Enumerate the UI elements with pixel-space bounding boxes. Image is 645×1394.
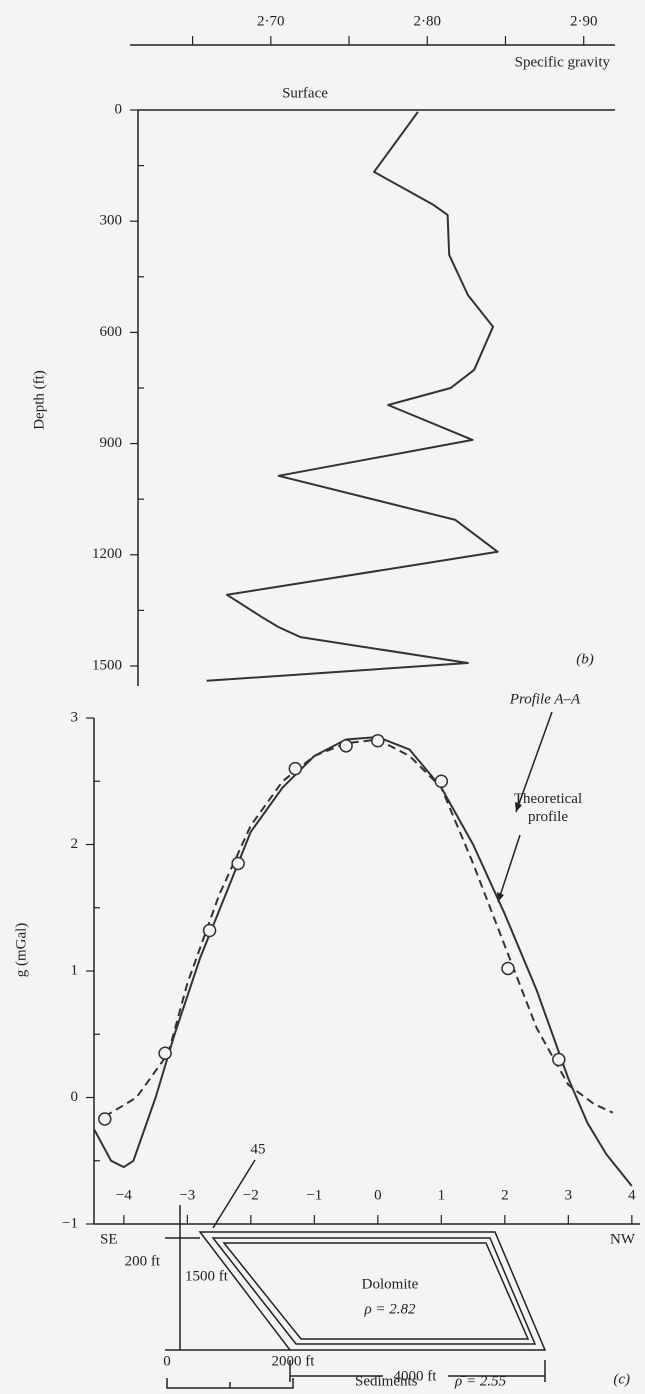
panel-label: (b) (576, 651, 594, 667)
data-line (104, 738, 614, 1118)
x-tick-label: −1 (306, 1187, 322, 1203)
x-tick-label: 3 (565, 1187, 573, 1203)
y-tick-label: 600 (100, 324, 123, 340)
y-tick-label: 0 (115, 101, 123, 117)
x-tick-label: −3 (179, 1187, 195, 1203)
data-point (501, 961, 515, 976)
data-point (339, 739, 353, 753)
data-point (552, 1052, 566, 1067)
thickness-label: 200 ft (125, 1253, 161, 1269)
y-tick-label: −1 (62, 1215, 78, 1231)
y-tick-label: 300 (100, 213, 123, 229)
data-point (158, 1046, 172, 1060)
surface-label: Surface (282, 85, 328, 101)
scale-label: 2000 ft (272, 1353, 316, 1369)
body-label: Dolomite (362, 1276, 419, 1292)
data-point (231, 856, 245, 871)
scale-bar (166, 1378, 294, 1389)
x-axis-label: Specific gravity (515, 54, 611, 70)
sediments-density: ρ̄ = 2.55 (454, 1373, 507, 1389)
panel-label: (c) (613, 1371, 630, 1387)
x-tick-label: 0 (374, 1187, 382, 1203)
dolomite-body (198, 1231, 547, 1351)
y-tick-label: 1200 (92, 546, 122, 562)
x-tick-label: 2·70 (257, 13, 285, 29)
x-tick-label: 4 (628, 1187, 636, 1203)
x-tick-label: 2 (501, 1187, 509, 1203)
arrow (497, 834, 521, 903)
y-tick-label: 2 (71, 836, 79, 852)
label-bg (383, 1367, 448, 1385)
data-point (371, 734, 385, 748)
data-line (206, 111, 499, 682)
x-tick-label: 1 (438, 1187, 446, 1203)
angle-label: 45 (251, 1141, 266, 1157)
y-tick-label: 3 (71, 709, 79, 725)
data-point (434, 774, 449, 788)
x-tick-label: 2·80 (414, 13, 442, 29)
x-tick-label: 2·90 (570, 13, 598, 29)
right-label: NW (610, 1231, 636, 1247)
left-label: SE (100, 1231, 118, 1247)
arrow (515, 711, 553, 813)
series-label: Theoretical profile (513, 791, 583, 825)
y-tick-label: 1 (71, 962, 79, 978)
y-axis-label: g (mGal) (13, 923, 29, 978)
x-tick-label: −4 (116, 1187, 132, 1203)
arrow (212, 1159, 256, 1229)
y-tick-label: 0 (71, 1089, 79, 1105)
data-point (288, 761, 303, 776)
dolomite-inner (222, 1242, 530, 1340)
density-label: ρ = 2.82 (363, 1301, 416, 1317)
data-point (98, 1112, 112, 1126)
series-label: Profile A–A (509, 691, 581, 707)
depth-label: 1500 ft (185, 1268, 229, 1284)
scale-zero: 0 (163, 1353, 171, 1369)
arrowhead (515, 802, 522, 812)
sediments-label: Sediments (355, 1373, 418, 1389)
data-line (93, 736, 633, 1187)
x-tick-label: −2 (243, 1187, 259, 1203)
data-point (202, 923, 217, 938)
y-axis-label: Depth (ft) (31, 370, 47, 430)
y-tick-label: 900 (100, 435, 123, 451)
width-label: 4000 ft (394, 1368, 438, 1384)
y-tick-label: 1500 (92, 657, 122, 673)
dolomite-inner (211, 1237, 537, 1345)
